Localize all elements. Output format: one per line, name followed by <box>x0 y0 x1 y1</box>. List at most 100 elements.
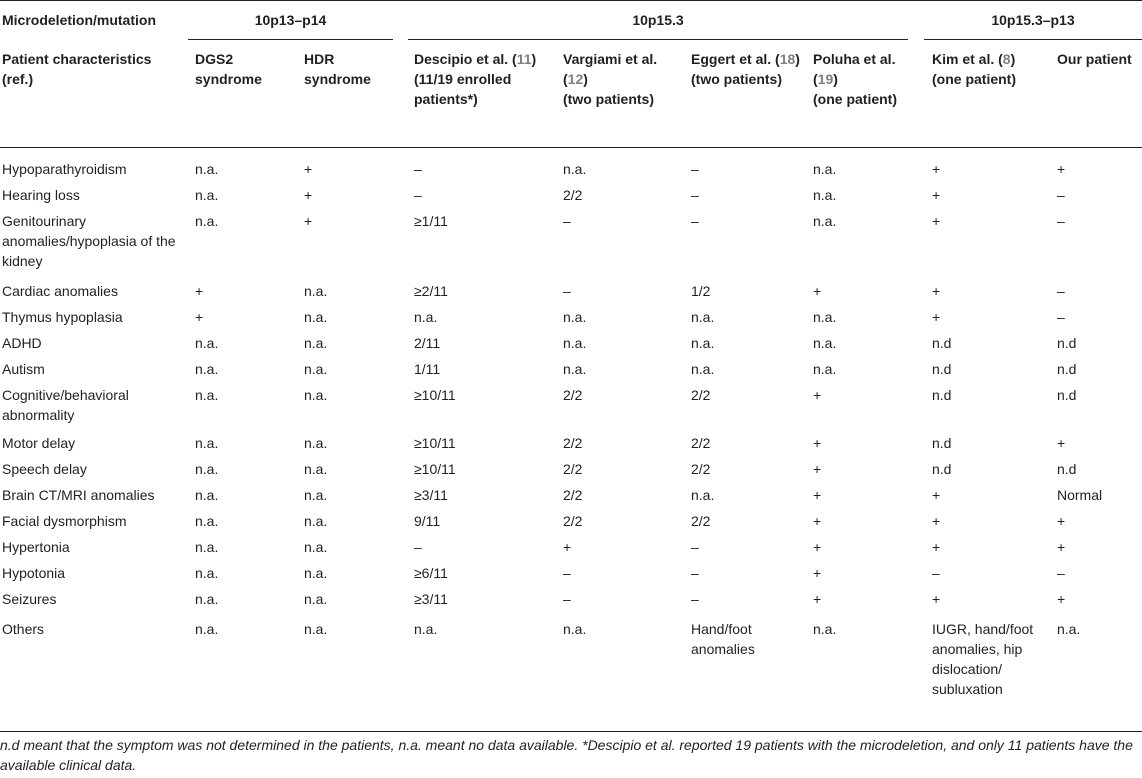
table-cell: ≥10/11 <box>414 387 456 403</box>
table-cell: ≥3/11 <box>414 591 448 607</box>
reference-link[interactable]: 18 <box>779 51 796 67</box>
top-rule <box>0 0 1142 1</box>
table-cell: 2/2 <box>563 487 583 503</box>
group-rule-10p15.3-p13 <box>924 39 1142 40</box>
table-cell: – <box>691 591 699 607</box>
table-cell: n.a. <box>304 591 328 607</box>
column-header-text: Eggert et al. ( <box>691 51 780 67</box>
table-cell: ≥10/11 <box>414 435 456 451</box>
column-header-eggert: Eggert et al. (18) (two patients) <box>691 49 806 89</box>
row-label: Others <box>2 621 45 637</box>
table-cell: n.a. <box>195 187 219 203</box>
table-cell: + <box>304 187 313 203</box>
table-cell: n.a. <box>813 621 837 637</box>
table-cell: n.a. <box>304 565 328 581</box>
group-rule-10p13-p14 <box>188 39 393 40</box>
table-cell: 2/2 <box>563 435 583 451</box>
table-cell: + <box>813 591 822 607</box>
table-cell: n.a. <box>304 361 328 377</box>
table-cell: n.a. <box>304 461 328 477</box>
table-cell: n.a. <box>304 487 328 503</box>
column-header-descipio: Descipio et al. (11) (11/19 enrolled pat… <box>414 49 554 109</box>
table-cell: + <box>1057 161 1066 177</box>
table-cell: n.a. <box>414 621 438 637</box>
table-cell: 2/2 <box>691 461 711 477</box>
row-label: Autism <box>2 361 45 377</box>
table-cell: ≥10/11 <box>414 461 456 477</box>
table-cell: n.a. <box>691 335 715 351</box>
table-cell: + <box>195 283 204 299</box>
table-cell: + <box>1057 539 1066 555</box>
table-cell: – <box>563 591 571 607</box>
table-cell: – <box>691 565 699 581</box>
table-cell: n.d <box>932 361 952 377</box>
row-label: Hypotonia <box>2 565 66 581</box>
table-cell: n.a. <box>195 487 219 503</box>
table-cell: 9/11 <box>414 513 441 529</box>
table-cell: n.a. <box>813 361 837 377</box>
table-cell: 2/2 <box>563 187 583 203</box>
table-footnote: n.d meant that the symptom was not deter… <box>0 737 1133 773</box>
table-cell: – <box>1057 565 1065 581</box>
column-header-hdr: HDR syndrome <box>304 51 371 87</box>
bottom-rule <box>0 731 1142 732</box>
reference-link[interactable]: 12 <box>567 71 584 87</box>
table-cell: n.a. <box>414 309 438 325</box>
table-cell: n.a. <box>195 335 219 351</box>
row-label: Brain CT/MRI anomalies <box>2 487 155 503</box>
table-cell: n.a. <box>304 513 328 529</box>
table-cell: n.a. <box>563 309 587 325</box>
table-cell: + <box>932 161 941 177</box>
table-cell: + <box>932 487 941 503</box>
column-header-text: ) (one patient) <box>932 51 1016 87</box>
table-cell: – <box>414 187 422 203</box>
table-cell: n.a. <box>813 309 837 325</box>
column-header-text: Vargiami et al. ( <box>563 51 658 87</box>
table-cell: n.a. <box>691 361 715 377</box>
table-cell: + <box>813 513 822 529</box>
column-header-poluha: Poluha et al. (19) (one patient) <box>813 49 923 109</box>
table-cell: n.d <box>1057 387 1077 403</box>
table-cell: + <box>1057 435 1066 451</box>
row-label: Thymus hypoplasia <box>2 309 123 325</box>
table-cell: n.a. <box>304 283 328 299</box>
table-cell: n.d <box>932 461 952 477</box>
table-cell: 2/2 <box>691 513 711 529</box>
row-label: Cardiac anomalies <box>2 283 118 299</box>
table-cell: n.a. <box>195 513 219 529</box>
table-cell: – <box>932 565 940 581</box>
header-rule <box>0 147 1142 148</box>
table-cell: 2/2 <box>691 387 711 403</box>
group-header-10p15.3: 10p15.3 <box>632 12 684 28</box>
table-cell: + <box>813 387 822 403</box>
table-cell: ≥1/11 <box>414 213 448 229</box>
table-cell: + <box>932 309 941 325</box>
row-label: Genitourinary anomalies/hypoplasia of th… <box>2 213 176 269</box>
table-cell: – <box>414 161 422 177</box>
table-cell: n.a. <box>691 487 715 503</box>
table-cell: – <box>1057 213 1065 229</box>
table-cell: + <box>813 283 822 299</box>
table-cell: Normal <box>1057 487 1103 503</box>
reference-link[interactable]: 11 <box>516 51 532 67</box>
column-header-our-patient: Our patient <box>1057 51 1132 67</box>
table-cell: n.d <box>932 387 952 403</box>
table-cell: + <box>932 513 941 529</box>
reference-link[interactable]: 8 <box>1002 51 1011 67</box>
table-cell: n.a. <box>563 621 587 637</box>
column-header-text: Descipio et al. ( <box>414 51 517 67</box>
table-cell: n.d <box>1057 361 1077 377</box>
table-cell: n.a. <box>563 335 587 351</box>
table-cell: – <box>414 539 422 555</box>
column-header-text: ) (two patients) <box>563 71 654 107</box>
table-cell: + <box>932 283 941 299</box>
table-cell: 2/2 <box>563 513 583 529</box>
table-cell: – <box>1057 309 1065 325</box>
reference-link[interactable]: 19 <box>817 71 834 87</box>
row-label: Speech delay <box>2 461 87 477</box>
table-cell: n.a. <box>195 435 219 451</box>
table-cell: ≥2/11 <box>414 283 448 299</box>
table-cell: + <box>932 591 941 607</box>
table-cell: n.a. <box>304 335 328 351</box>
